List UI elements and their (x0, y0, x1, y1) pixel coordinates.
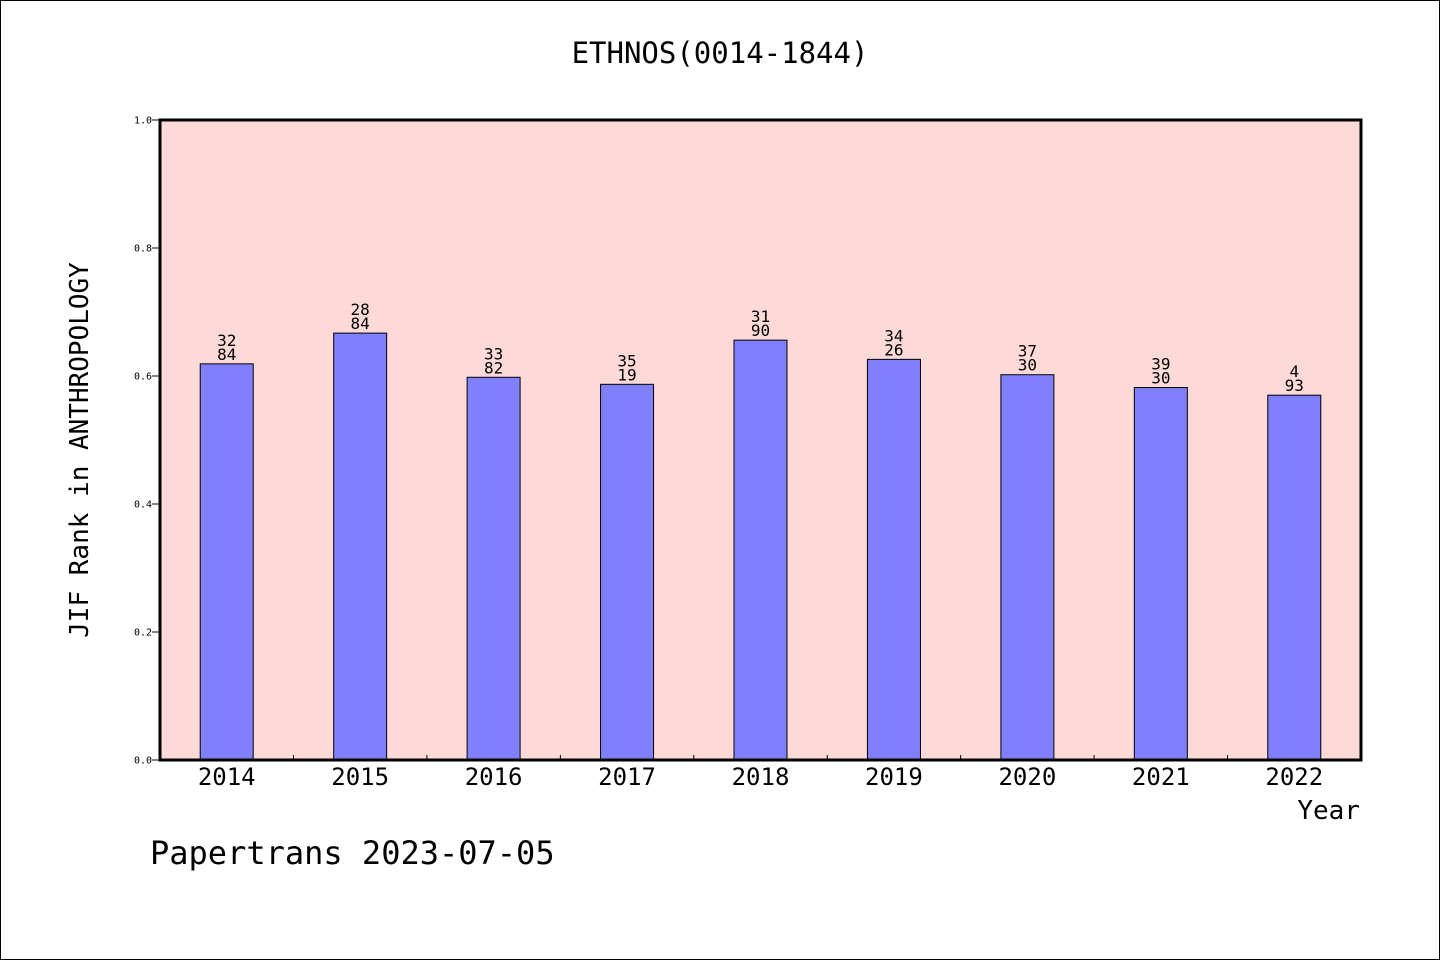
y-tick-label: 0.0 (134, 756, 152, 767)
x-axis-label: Year (1297, 796, 1360, 826)
bar-label-rank: 33 (484, 344, 503, 363)
bar (600, 383, 655, 761)
bar (866, 358, 921, 761)
bar-label-rank: 37 (1018, 342, 1037, 361)
bar-label-rank: 31 (751, 307, 770, 326)
x-tick-label: 2020 (998, 763, 1056, 791)
bar-label-value: 84 (217, 345, 236, 364)
x-tick-label: 2021 (1132, 763, 1190, 791)
chart-title: ETHNOS(0014-1844) (571, 36, 869, 70)
bar (333, 332, 388, 761)
bar-label-value: 26 (884, 340, 903, 359)
bar-label-value: 84 (351, 314, 370, 333)
bar-label-value: 93 (1285, 376, 1304, 395)
bar (199, 363, 254, 761)
x-tick-label: 2017 (598, 763, 656, 791)
bar-label-rank: 35 (617, 351, 636, 370)
bar-label-value: 19 (617, 365, 636, 384)
x-tick-label: 2014 (198, 763, 256, 791)
x-tick-label: 2015 (331, 763, 389, 791)
y-tick-label: 0.6 (134, 372, 152, 383)
footer-note: Papertrans 2023-07-05 (150, 834, 555, 872)
bar (1000, 374, 1055, 761)
bar-label-value: 30 (1018, 356, 1037, 375)
bar-label-rank: 34 (884, 326, 903, 345)
y-tick-label: 0.8 (134, 244, 152, 255)
x-tick-label: 2022 (1265, 763, 1323, 791)
bar-label-rank: 32 (217, 331, 236, 350)
x-tick-label: 2016 (465, 763, 523, 791)
y-axis-label: JIF Rank in ANTHROPOLOGY (65, 262, 95, 638)
bar (1267, 394, 1322, 761)
x-tick-label: 2019 (865, 763, 923, 791)
bar-label-value: 90 (751, 321, 770, 340)
plot-frame (158, 118, 1363, 762)
bar (733, 339, 788, 761)
bar-label-rank: 39 (1151, 355, 1170, 374)
bar (1133, 387, 1188, 761)
bar-label-value: 30 (1151, 369, 1170, 388)
bar (466, 376, 521, 761)
y-tick-label: 0.2 (134, 628, 152, 639)
bar-label-rank: 4 (1289, 362, 1299, 381)
bar-label-value: 82 (484, 358, 503, 377)
bar-label-rank: 28 (351, 300, 370, 319)
y-tick-label: 0.4 (134, 500, 152, 511)
y-tick-label: 1.0 (134, 116, 152, 127)
x-tick-label: 2018 (732, 763, 790, 791)
